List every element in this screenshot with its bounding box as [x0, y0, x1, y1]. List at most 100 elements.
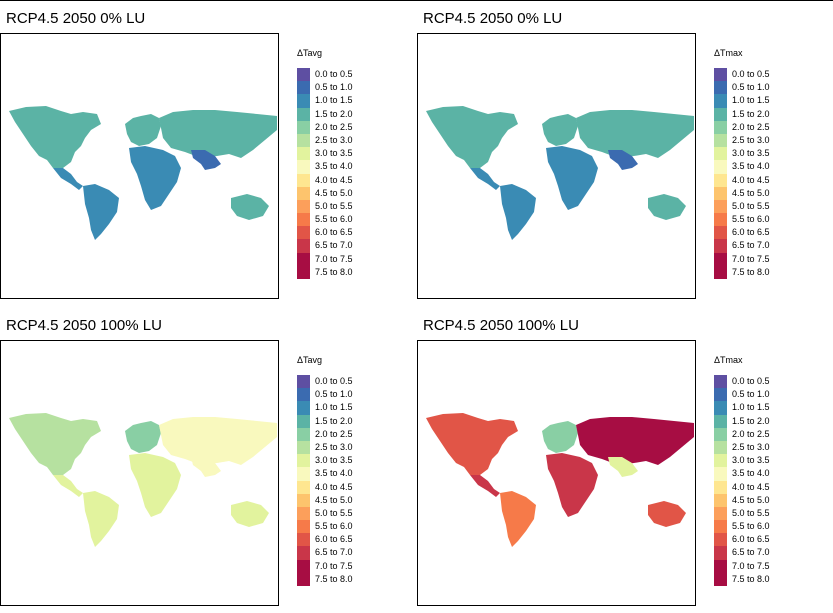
legend-item: 2.5 to 3.0 — [714, 440, 770, 455]
map-frame — [417, 33, 696, 299]
legend-item: 7.5 to 8.0 — [297, 265, 353, 279]
region-asia — [159, 110, 277, 158]
legend-item: 4.0 to 4.5 — [714, 173, 770, 187]
legend-label: 0.5 to 1.0 — [732, 389, 770, 400]
region-asia — [576, 417, 694, 465]
legend-label: 7.0 to 7.5 — [315, 253, 353, 264]
region-south-asia — [191, 457, 221, 477]
legend-item: 1.5 to 2.0 — [714, 107, 770, 121]
legend-swatch — [297, 493, 310, 507]
legend-item: 1.5 to 2.0 — [297, 107, 353, 121]
legend-label: 4.0 to 4.5 — [315, 174, 353, 185]
legend-label: 2.5 to 3.0 — [732, 441, 770, 452]
legend-label: 7.5 to 8.0 — [732, 266, 770, 277]
legend-label: 3.5 to 4.0 — [732, 161, 770, 172]
legend-item: 1.0 to 1.5 — [297, 401, 353, 415]
region-australia — [231, 194, 269, 220]
legend-swatch — [714, 68, 727, 82]
legend-swatch — [297, 81, 310, 95]
legend-item: 3.5 to 4.0 — [297, 467, 353, 481]
legend-item: 2.5 to 3.0 — [714, 133, 770, 148]
legend-label: 2.0 to 2.5 — [315, 121, 353, 132]
legend-swatch — [714, 572, 727, 586]
legend-item: 0.5 to 1.0 — [714, 81, 770, 95]
legend-item: 1.5 to 2.0 — [297, 414, 353, 428]
legend-label: 7.5 to 8.0 — [315, 573, 353, 584]
legend-swatch — [297, 107, 310, 121]
legend-swatch — [714, 239, 727, 253]
region-central-america — [53, 168, 83, 190]
world-map — [9, 413, 277, 547]
panel-tavg-0lu: RCP4.5 2050 0% LU ΔTavg 0.0 to 0.5 0.5 to… — [0, 0, 416, 306]
legend-label: 5.5 to 6.0 — [315, 214, 353, 225]
world-map — [426, 413, 694, 547]
legend-swatch — [714, 160, 727, 174]
legend-label: 1.5 to 2.0 — [732, 108, 770, 119]
legend-swatch — [297, 226, 310, 240]
legend-label: 5.0 to 5.5 — [315, 507, 353, 518]
legend-swatch — [297, 559, 310, 573]
legend-swatch — [297, 173, 310, 187]
legend-label: 3.5 to 4.0 — [315, 161, 353, 172]
legend-label: 4.5 to 5.0 — [732, 494, 770, 505]
legend-label: 7.5 to 8.0 — [315, 266, 353, 277]
legend-swatch — [297, 94, 310, 108]
legend-swatch — [714, 133, 727, 148]
legend-item: 1.0 to 1.5 — [714, 401, 770, 415]
legend-swatch — [714, 414, 727, 428]
region-south-america — [500, 184, 536, 240]
legend-swatch — [297, 401, 310, 415]
region-africa — [129, 146, 181, 210]
region-europe — [125, 114, 161, 146]
legend-swatch — [297, 213, 310, 227]
region-south-america — [500, 491, 536, 547]
legend-swatch — [714, 120, 727, 134]
legend-swatch — [714, 107, 727, 121]
panel-title: RCP4.5 2050 100% LU — [6, 317, 162, 334]
region-europe — [125, 421, 161, 453]
legend-label: 2.5 to 3.0 — [315, 441, 353, 452]
legend-swatch — [714, 265, 727, 279]
region-south-asia — [608, 150, 638, 170]
legend-item: 6.5 to 7.0 — [297, 546, 353, 560]
legend-label: 4.0 to 4.5 — [732, 481, 770, 492]
region-north-america — [9, 106, 101, 168]
legend-label: 4.0 to 4.5 — [315, 481, 353, 492]
legend-item: 4.5 to 5.0 — [714, 186, 770, 200]
legend-swatch — [714, 81, 727, 95]
legend-swatch — [297, 520, 310, 534]
legend-label: 3.0 to 3.5 — [732, 148, 770, 159]
legend-label: 2.0 to 2.5 — [315, 428, 353, 439]
region-north-america — [426, 413, 518, 475]
legend-item: 4.5 to 5.0 — [714, 493, 770, 507]
legend-item: 0.5 to 1.0 — [714, 388, 770, 402]
region-africa — [546, 453, 598, 517]
legend-swatch — [297, 239, 310, 253]
legend-label: 7.5 to 8.0 — [732, 573, 770, 584]
legend-swatch — [714, 147, 727, 161]
legend-swatch — [297, 414, 310, 428]
legend-swatch — [297, 147, 310, 161]
world-map — [9, 106, 277, 240]
legend-swatch — [714, 427, 727, 441]
legend-swatch — [714, 559, 727, 573]
legend-label: 6.0 to 6.5 — [315, 227, 353, 238]
legend-label: 1.0 to 1.5 — [315, 402, 353, 413]
legend-swatch — [297, 186, 310, 200]
legend: ΔTmax 0.0 to 0.5 0.5 to 1.0 1.0 to 1.5 1.5 … — [714, 355, 770, 586]
legend-item: 0.5 to 1.0 — [297, 81, 353, 95]
legend-swatch — [297, 68, 310, 82]
legend-item: 3.0 to 3.5 — [297, 454, 353, 468]
legend-item: 6.5 to 7.0 — [297, 239, 353, 253]
legend-item: 5.0 to 5.5 — [714, 506, 770, 521]
legend-label: 1.0 to 1.5 — [315, 95, 353, 106]
legend-swatch — [714, 401, 727, 415]
world-map — [426, 106, 694, 240]
legend-title: ΔTavg — [297, 355, 323, 365]
legend-label: 5.0 to 5.5 — [732, 507, 770, 518]
panel-tmax-100lu: RCP4.5 2050 100% LU ΔTmax 0.0 to 0.5 0.5 … — [417, 307, 833, 613]
legend-label: 5.5 to 6.0 — [732, 214, 770, 225]
legend-title: ΔTmax — [714, 355, 743, 365]
region-north-america — [426, 106, 518, 168]
legend-label: 1.0 to 1.5 — [732, 95, 770, 106]
